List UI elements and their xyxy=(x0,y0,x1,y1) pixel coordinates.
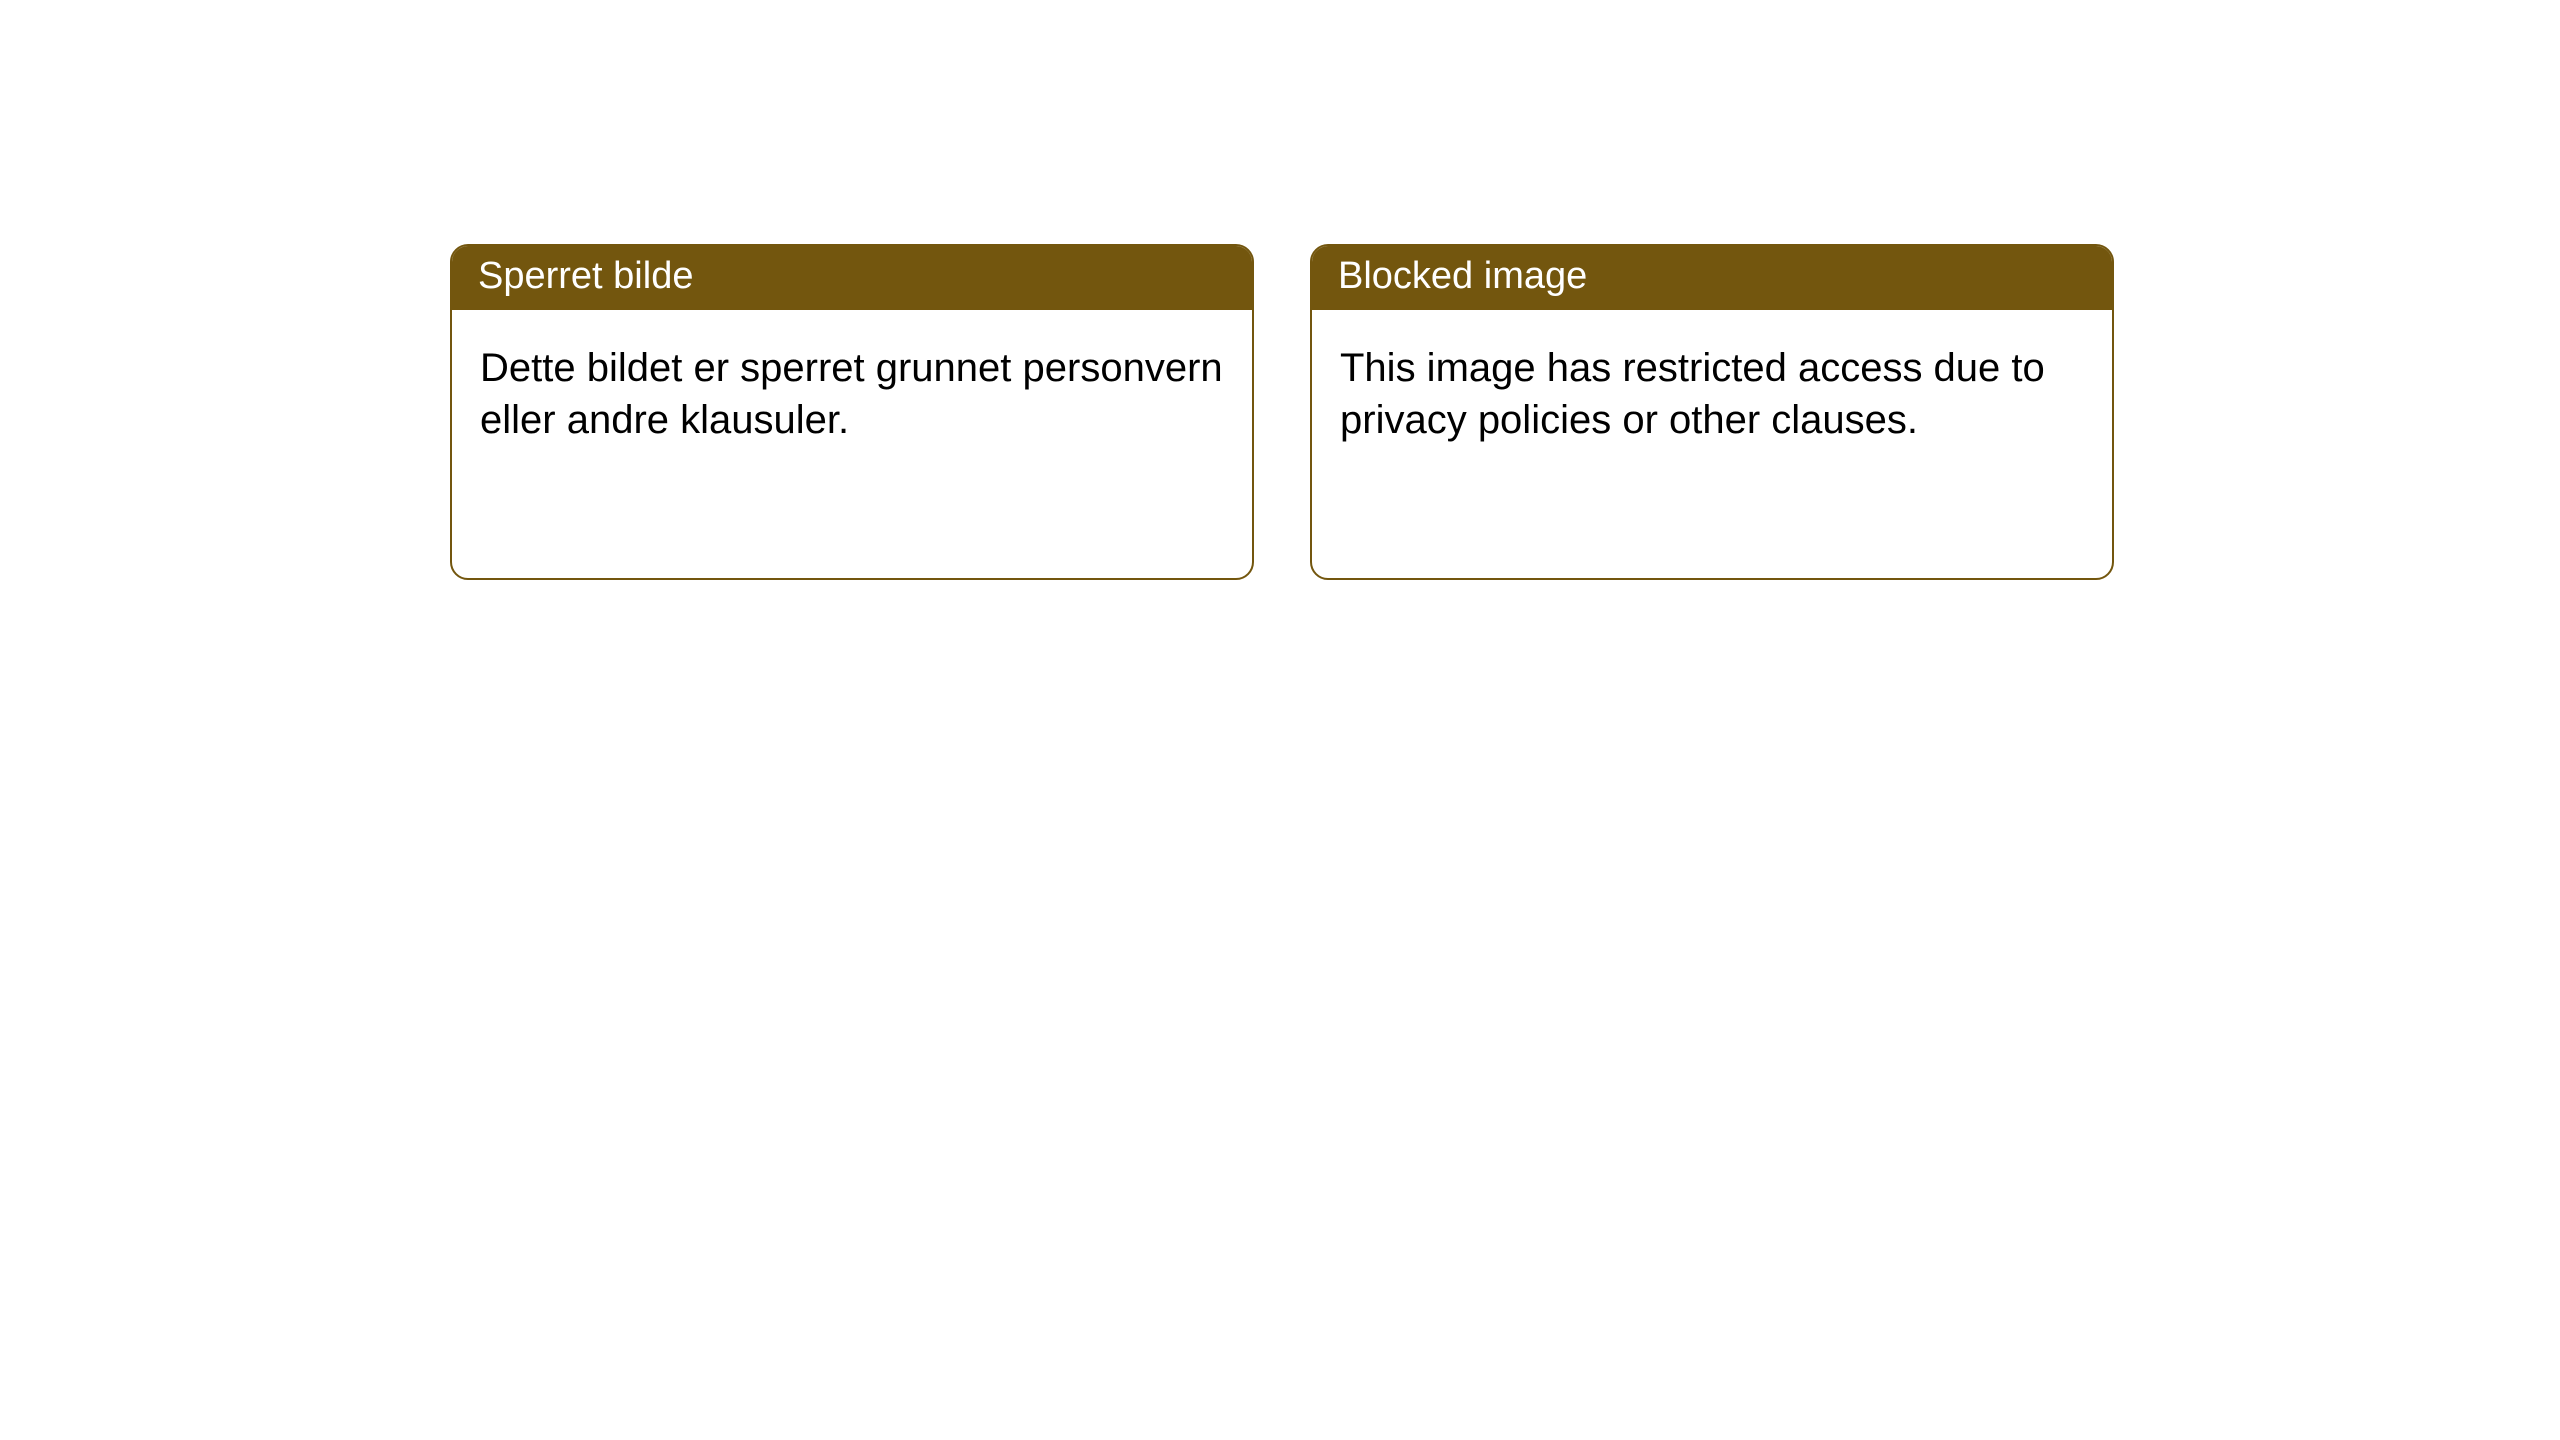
notice-card-norwegian: Sperret bilde Dette bildet er sperret gr… xyxy=(450,244,1254,580)
notice-body: Dette bildet er sperret grunnet personve… xyxy=(452,310,1252,478)
notice-container: Sperret bilde Dette bildet er sperret gr… xyxy=(450,244,2114,580)
notice-header: Blocked image xyxy=(1312,246,2112,310)
notice-body: This image has restricted access due to … xyxy=(1312,310,2112,478)
notice-card-english: Blocked image This image has restricted … xyxy=(1310,244,2114,580)
notice-header: Sperret bilde xyxy=(452,246,1252,310)
